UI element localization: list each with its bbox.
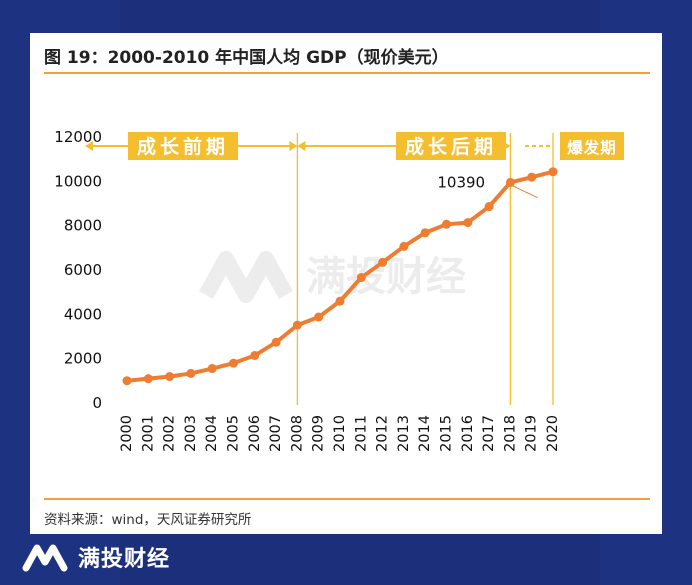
data-point: [207, 364, 217, 374]
x-tick-label: 2011: [353, 415, 369, 452]
x-tick-label: 2018: [502, 415, 518, 452]
x-tick-label: 2019: [524, 415, 540, 452]
x-tick-label: 2012: [375, 415, 391, 452]
watermark: 满投财经: [199, 251, 466, 303]
phase-label: 成长后期: [405, 135, 497, 158]
data-point: [505, 177, 515, 187]
data-point: [442, 219, 451, 229]
source-note: 资料来源：wind，天风证券研究所: [44, 512, 252, 528]
data-point: [356, 273, 366, 283]
y-tick-label: 12000: [54, 128, 102, 146]
x-tick-label: 2013: [396, 415, 412, 452]
x-tick-label: 2007: [268, 415, 284, 452]
phase-arrow-late-head-left: [297, 141, 306, 151]
x-tick-label: 2000: [119, 415, 135, 452]
y-tick-label: 0: [92, 394, 102, 412]
title-divider: [44, 72, 650, 74]
figure-card: 图 19：2000-2010 年中国人均 GDP（现价美元） 满投财经 0 200…: [30, 33, 662, 534]
x-tick-label: 2016: [460, 415, 476, 452]
data-point: [292, 320, 302, 330]
watermark-logo-icon: [199, 251, 293, 303]
y-tick-label: 10000: [54, 172, 102, 190]
data-point: [484, 202, 494, 212]
data-point: [378, 257, 388, 267]
brand-logo-icon: [22, 544, 68, 572]
phase-arrow-early-head-left: [85, 141, 93, 151]
x-tick-label: 2005: [226, 415, 242, 452]
y-tick-label: 2000: [64, 350, 102, 368]
x-axis: 2000 2001 2002 2003 2004 2005 2006 2007 2008 2009…: [119, 415, 561, 452]
x-tick-label: 2020: [545, 415, 561, 452]
data-point: [229, 358, 238, 368]
figure-title: 图 19：2000-2010 年中国人均 GDP（现价美元）: [44, 48, 449, 68]
phase-label: 爆发期: [567, 138, 617, 157]
x-tick-label: 2014: [417, 415, 433, 452]
data-point: [271, 337, 281, 347]
data-point: [399, 241, 409, 251]
y-axis: 0 2000 4000 6000 8000 10000 12000: [54, 128, 102, 412]
data-point: [420, 228, 430, 238]
data-point: [250, 350, 260, 360]
x-tick-label: 2002: [162, 415, 178, 452]
phase-label: 成长前期: [137, 135, 229, 158]
footer-brand: 满投财经: [22, 541, 170, 573]
data-point: [314, 312, 324, 322]
x-tick-label: 2008: [289, 415, 305, 452]
data-point: [463, 218, 473, 228]
data-label: 10390: [437, 174, 485, 192]
y-tick-label: 6000: [64, 261, 102, 279]
y-tick-label: 8000: [64, 217, 102, 235]
x-tick-label: 2015: [439, 415, 455, 452]
phase-label-box: [396, 132, 506, 160]
data-point: [548, 167, 558, 177]
phase-label-box: [560, 132, 624, 160]
data-point: [165, 372, 175, 382]
data-point: [335, 296, 345, 306]
phase-annotations: 成长前期 成长后期 爆发期: [85, 132, 624, 405]
source-divider: [44, 498, 650, 500]
footer-brand-text: 满投财经: [78, 547, 171, 572]
data-labels: 10390: [437, 174, 538, 199]
phase-arrow-early-head-right: [289, 141, 298, 151]
x-tick-label: 2010: [332, 415, 348, 452]
data-point: [122, 376, 132, 386]
data-point: [186, 368, 196, 378]
x-tick-label: 2006: [247, 415, 263, 452]
phase-label-box: [128, 132, 238, 160]
data-label-leader: [512, 185, 538, 199]
x-tick-label: 2001: [140, 415, 156, 452]
x-tick-label: 2017: [481, 415, 497, 452]
y-tick-label: 4000: [64, 305, 102, 323]
x-tick-label: 2003: [183, 415, 199, 452]
data-point: [143, 374, 153, 384]
x-tick-label: 2004: [204, 415, 220, 452]
series-line: [122, 167, 558, 386]
data-point: [527, 172, 537, 182]
x-tick-label: 2009: [311, 415, 327, 452]
